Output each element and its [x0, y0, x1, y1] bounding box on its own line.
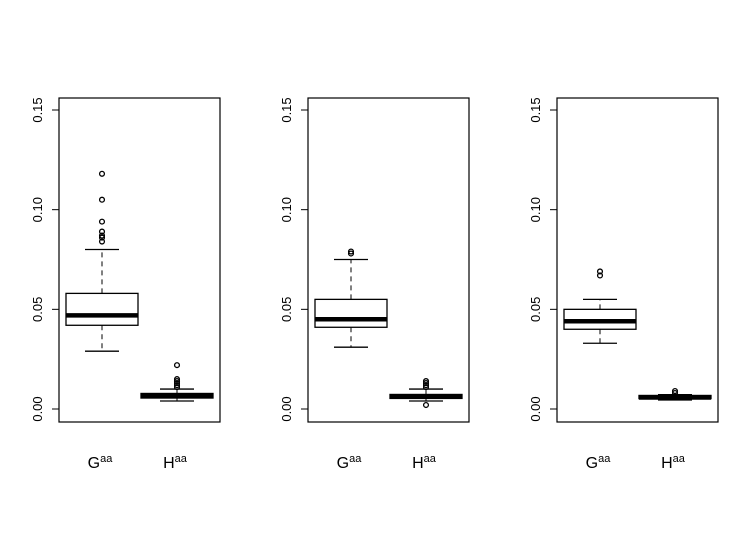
outlier-point: [422, 384, 430, 391]
outlier-point: [98, 228, 106, 235]
category-label-superscript: aa: [673, 453, 686, 465]
category-label-base: G: [586, 455, 598, 472]
outlier-point: [173, 376, 181, 383]
y-tick-label: 0.10: [279, 197, 294, 222]
category-label-base: H: [661, 455, 673, 472]
category-label: Gaa: [586, 453, 612, 472]
outlier-point: [173, 380, 181, 387]
category-label-superscript: aa: [424, 453, 437, 465]
outlier-point: [173, 384, 181, 391]
outlier-point: [671, 390, 679, 397]
outlier-point: [98, 218, 106, 225]
outlier-point: [671, 388, 679, 395]
outlier-point: [596, 268, 604, 275]
plot-frame: [556, 97, 719, 423]
plot-frame: [58, 97, 221, 423]
category-label-base: G: [337, 455, 349, 472]
category-label: Gaa: [337, 453, 363, 472]
category-label-superscript: aa: [100, 453, 113, 465]
outlier-point: [98, 170, 106, 177]
outlier-point: [173, 382, 181, 389]
category-label-base: H: [412, 455, 424, 472]
y-tick-label: 0.05: [30, 297, 45, 322]
y-tick-label: 0.05: [279, 297, 294, 322]
category-label: Haa: [412, 453, 437, 472]
category-label-base: H: [163, 455, 175, 472]
outlier-point: [98, 232, 106, 239]
y-tick-label: 0.15: [30, 97, 45, 122]
y-tick-label: 0.10: [30, 197, 45, 222]
y-tick-label: 0.00: [30, 396, 45, 421]
outlier-point: [422, 380, 430, 387]
outlier-point: [347, 248, 355, 255]
iqr-box: [65, 292, 139, 326]
outlier-point: [422, 378, 430, 385]
outlier-point: [422, 401, 430, 409]
outlier-point: [98, 238, 106, 245]
category-label-superscript: aa: [175, 453, 188, 465]
category-label-base: G: [88, 455, 100, 472]
outlier-point: [98, 196, 106, 203]
category-label-superscript: aa: [598, 453, 611, 465]
category-label: Haa: [661, 453, 686, 472]
y-tick-label: 0.15: [279, 97, 294, 122]
outlier-point: [173, 362, 181, 369]
y-tick-label: 0.15: [528, 97, 543, 122]
outlier-point: [98, 234, 106, 241]
y-tick-label: 0.10: [528, 197, 543, 222]
y-tick-label: 0.05: [528, 297, 543, 322]
outlier-point: [173, 378, 181, 385]
category-label: Gaa: [88, 453, 114, 472]
y-tick-label: 0.00: [279, 396, 294, 421]
category-label: Haa: [163, 453, 188, 472]
iqr-box: [314, 298, 388, 328]
outlier-point: [422, 382, 430, 389]
y-tick-label: 0.00: [528, 396, 543, 421]
plot-frame: [307, 97, 470, 423]
category-label-superscript: aa: [349, 453, 362, 465]
outlier-point: [596, 272, 604, 279]
outlier-point: [347, 250, 355, 257]
